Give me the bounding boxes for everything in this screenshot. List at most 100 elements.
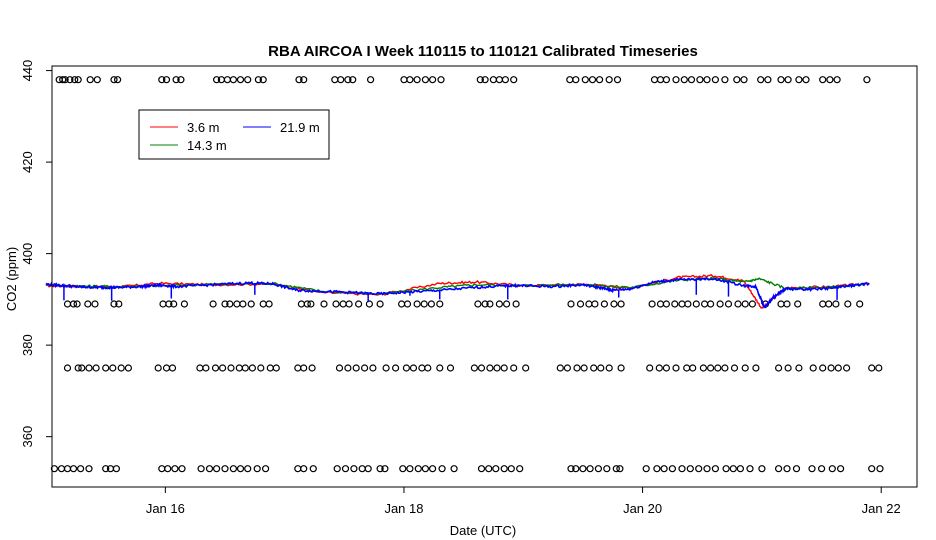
calibration-point <box>567 465 575 473</box>
calibration-point <box>696 76 704 84</box>
calibration-point <box>429 76 437 84</box>
calibration-point <box>91 300 99 308</box>
calibration-point <box>764 76 772 84</box>
calibration-point <box>436 364 444 372</box>
legend: 3.6 m 21.9 m 14.3 m <box>138 109 330 160</box>
calibration-point <box>300 364 308 372</box>
x-tick-label: Jan 20 <box>623 501 662 516</box>
calibration-point <box>808 465 816 473</box>
calibration-point <box>832 300 840 308</box>
calibration-point <box>510 76 518 84</box>
calibration-point <box>429 465 437 473</box>
calibration-point <box>686 465 694 473</box>
calibration-point <box>730 364 739 372</box>
calibration-point <box>229 76 237 84</box>
calibration-point <box>63 300 72 308</box>
calibration-point <box>656 76 665 84</box>
calibration-point <box>294 465 302 473</box>
calibration-point <box>792 465 801 473</box>
calibration-point <box>117 364 125 372</box>
calibration-point <box>300 76 308 84</box>
calibration-point <box>470 364 478 372</box>
calibration-point <box>784 76 792 84</box>
calibration-point <box>474 300 482 308</box>
calibration-point <box>588 76 597 84</box>
calibration-point <box>585 300 593 308</box>
calibration-point <box>341 465 350 473</box>
calibration-point <box>748 300 757 308</box>
calibration-point <box>446 364 455 372</box>
calibration-point <box>700 300 709 308</box>
calibration-point <box>516 465 524 473</box>
calibration-point <box>402 364 410 372</box>
calibration-point <box>876 465 884 473</box>
calibration-point <box>110 76 118 84</box>
calibration-point <box>668 465 677 473</box>
calibration-point <box>605 76 613 84</box>
calibration-point <box>684 300 692 308</box>
calibration-point <box>418 364 426 372</box>
calibration-point <box>399 465 407 473</box>
legend-label-3-6m: 3.6 m <box>187 120 220 135</box>
calibration-point <box>320 300 328 308</box>
calibration-point <box>802 76 810 84</box>
calibration-point <box>71 76 79 84</box>
calibration-point <box>826 76 834 84</box>
calibration-point <box>332 300 340 308</box>
calibration-point <box>714 364 722 372</box>
calibration-point <box>344 364 352 372</box>
calibration-point <box>556 364 564 372</box>
calibration-point <box>85 364 93 372</box>
calibration-point <box>567 300 575 308</box>
calibration-point <box>856 300 864 308</box>
calibration-point <box>616 465 624 473</box>
calibration-point <box>662 76 671 84</box>
calibration-point <box>563 364 572 372</box>
calibration-point <box>124 364 132 372</box>
calibration-point <box>349 76 357 84</box>
calibration-point <box>345 300 353 308</box>
calibration-point <box>69 300 78 308</box>
calibration-point <box>168 364 177 372</box>
calibration-point <box>783 300 791 308</box>
calibration-point <box>741 364 749 372</box>
calibration-point <box>711 465 720 473</box>
calibration-point <box>489 76 497 84</box>
calibration-point <box>711 76 720 84</box>
calibration-point <box>178 465 186 473</box>
calibration-point <box>477 465 486 473</box>
calibration-point <box>819 364 827 372</box>
calibration-point <box>154 364 162 372</box>
calibration-point <box>590 364 598 372</box>
calibration-point <box>219 364 227 372</box>
calibration-point <box>492 465 500 473</box>
calibration-point <box>248 364 256 372</box>
x-tick-label: Jan 22 <box>862 501 901 516</box>
calibration-point <box>868 465 876 473</box>
calibration-point <box>721 364 729 372</box>
calibration-point <box>774 465 783 473</box>
calibration-point <box>594 465 603 473</box>
calibration-point <box>586 465 594 473</box>
calibration-point <box>73 300 81 308</box>
calibration-point <box>695 465 703 473</box>
calibration-point <box>794 300 802 308</box>
calibration-point <box>303 300 311 308</box>
calibration-point <box>736 465 745 473</box>
calibration-point <box>369 364 377 372</box>
calibration-point <box>746 465 754 473</box>
calibration-point <box>827 364 835 372</box>
calibration-point <box>335 364 344 372</box>
calibration-point <box>438 465 446 473</box>
calibration-point <box>85 465 93 473</box>
calibration-point <box>110 300 118 308</box>
calibration-point <box>740 76 748 84</box>
calibration-point <box>358 465 366 473</box>
calibration-point <box>655 364 663 372</box>
x-tick-label: Jan 16 <box>146 501 185 516</box>
calibration-point <box>50 465 59 473</box>
calibration-point <box>92 364 100 372</box>
y-tick-label: 380 <box>20 334 35 356</box>
calibration-point <box>406 76 414 84</box>
